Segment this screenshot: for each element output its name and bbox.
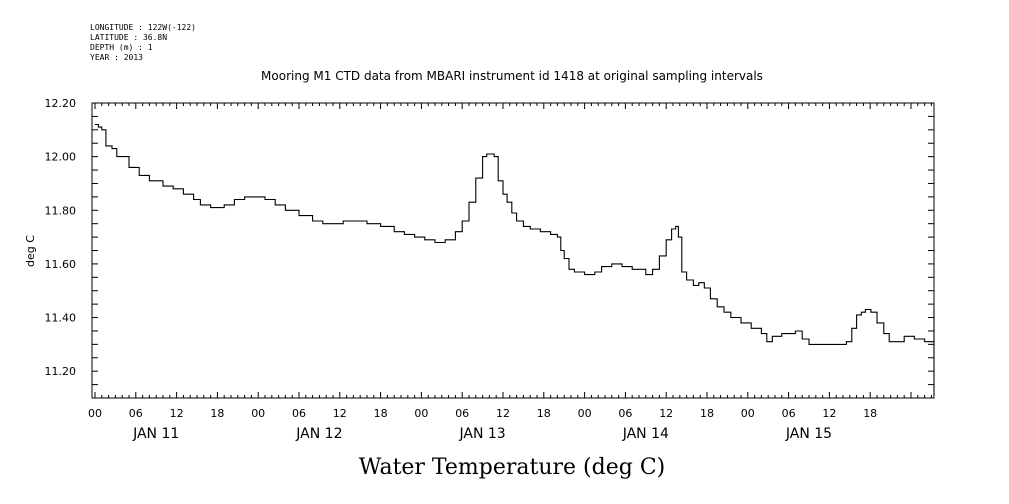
x-tick-label: 18: [700, 407, 714, 420]
x-tick-label: 18: [537, 407, 551, 420]
year-text: YEAR : 2013: [90, 53, 143, 62]
y-tick-labels: 11.20 11.40 11.60 11.80 12.00 12.20: [45, 97, 77, 378]
axis-ticks: [92, 102, 934, 399]
x-tick-label: 12: [170, 407, 184, 420]
plot-frame: [91, 102, 935, 399]
y-tick-label: 11.60: [45, 258, 77, 271]
x-day-label: JAN 14: [622, 426, 669, 442]
x-tick-label: 00: [251, 407, 265, 420]
metadata-block: LONGITUDE : 122W(-122) LATITUDE : 36.8N …: [90, 23, 196, 62]
depth-text: DEPTH (m) : 1: [90, 43, 153, 52]
x-tick-label: 00: [88, 407, 102, 420]
y-tick-label: 11.40: [45, 312, 77, 325]
x-tick-label: 18: [374, 407, 388, 420]
y-tick-label: 12.00: [45, 151, 77, 164]
y-tick-label: 11.80: [45, 204, 77, 217]
x-tick-label: 18: [863, 407, 877, 420]
y-tick-label: 12.20: [45, 97, 77, 110]
chart-title: Mooring M1 CTD data from MBARI instrumen…: [261, 69, 763, 83]
x-day-label: JAN 13: [458, 426, 505, 442]
x-tick-label: 06: [129, 407, 143, 420]
x-tick-label: 06: [782, 407, 796, 420]
x-tick-label: 12: [496, 407, 510, 420]
x-tick-label: 00: [414, 407, 428, 420]
x-day-label: JAN 15: [785, 426, 832, 442]
x-tick-label: 18: [210, 407, 224, 420]
x-tick-label: 00: [578, 407, 592, 420]
longitude-text: LONGITUDE : 122W(-122): [90, 23, 196, 32]
x-tick-label: 12: [333, 407, 347, 420]
x-tick-label: 06: [292, 407, 306, 420]
x-day-label: JAN 11: [132, 426, 179, 442]
x-tick-label: 12: [659, 407, 673, 420]
x-tick-label: 06: [618, 407, 632, 420]
latitude-text: LATITUDE : 36.8N: [90, 33, 167, 42]
x-day-label: JAN 12: [295, 426, 342, 442]
x-day-labels: JAN 11 JAN 12 JAN 13 JAN 14 JAN 15: [132, 426, 832, 442]
x-tick-label: 06: [455, 407, 469, 420]
x-axis-label: Water Temperature (deg C): [359, 455, 666, 480]
x-tick-label: 00: [741, 407, 755, 420]
water-temperature-line: [95, 123, 935, 396]
x-tick-labels: 00 06 12 18 00 06 12 18 00 06 12 18 00 06 12 18 00 06 12 18: [88, 407, 877, 420]
y-tick-label: 11.20: [45, 365, 77, 378]
x-tick-label: 12: [822, 407, 836, 420]
y-axis-label: deg C: [24, 235, 37, 267]
